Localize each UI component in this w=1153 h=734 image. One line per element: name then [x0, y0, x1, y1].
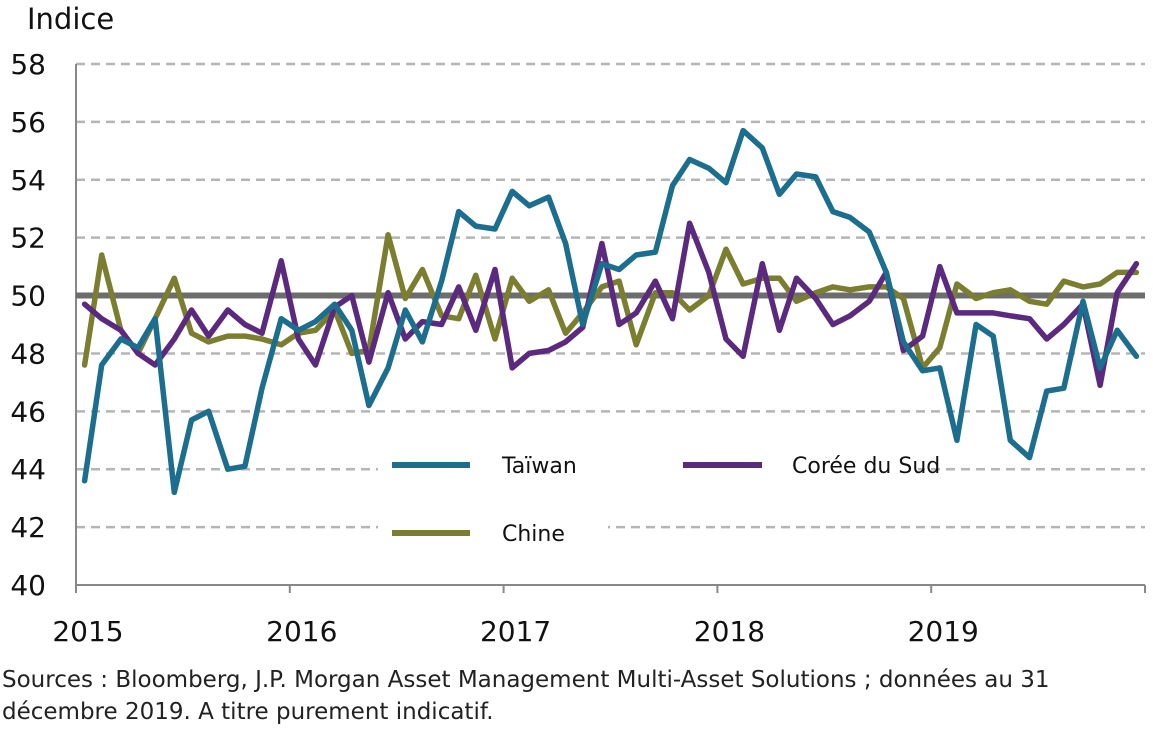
x-tick-labels: 2015 2016 2017 2018 2019	[52, 615, 978, 648]
legend: Taïwan Corée du Sud Chine	[392, 454, 940, 547]
series-lines	[81, 127, 1140, 496]
series-line-1	[81, 220, 1140, 389]
y-tick-label: 42	[10, 511, 46, 544]
x-tick-label: 2018	[694, 615, 765, 648]
source-note: Sources : Bloomberg, J.P. Morgan Asset M…	[2, 667, 1050, 725]
y-tick-label: 48	[10, 337, 46, 370]
legend-label: Corée du Sud	[792, 454, 940, 479]
y-tick-label: 40	[10, 569, 46, 602]
y-tick-label: 54	[10, 164, 46, 197]
y-tick-label: 44	[10, 453, 46, 486]
y-tick-label: 58	[10, 48, 46, 81]
y-tick-labels: 40 42 44 46 48 50 52 54 56 58	[10, 48, 46, 602]
x-tick-label: 2019	[908, 615, 979, 648]
legend-label: Chine	[502, 522, 565, 547]
series-line-2	[81, 232, 1140, 371]
y-tick-label: 50	[10, 280, 46, 313]
y-axis-label: Indice	[27, 2, 115, 36]
legend-label: Taïwan	[501, 454, 577, 479]
x-tick-label: 2016	[266, 615, 337, 648]
y-tick-label: 52	[10, 222, 46, 255]
y-tick-label: 56	[10, 106, 46, 139]
y-tick-label: 46	[10, 395, 46, 428]
x-tick-label: 2017	[480, 615, 551, 648]
series-line-0	[81, 127, 1140, 496]
x-tick-label: 2015	[52, 615, 123, 648]
grid-lines	[76, 62, 1145, 553]
axes	[75, 64, 1146, 593]
